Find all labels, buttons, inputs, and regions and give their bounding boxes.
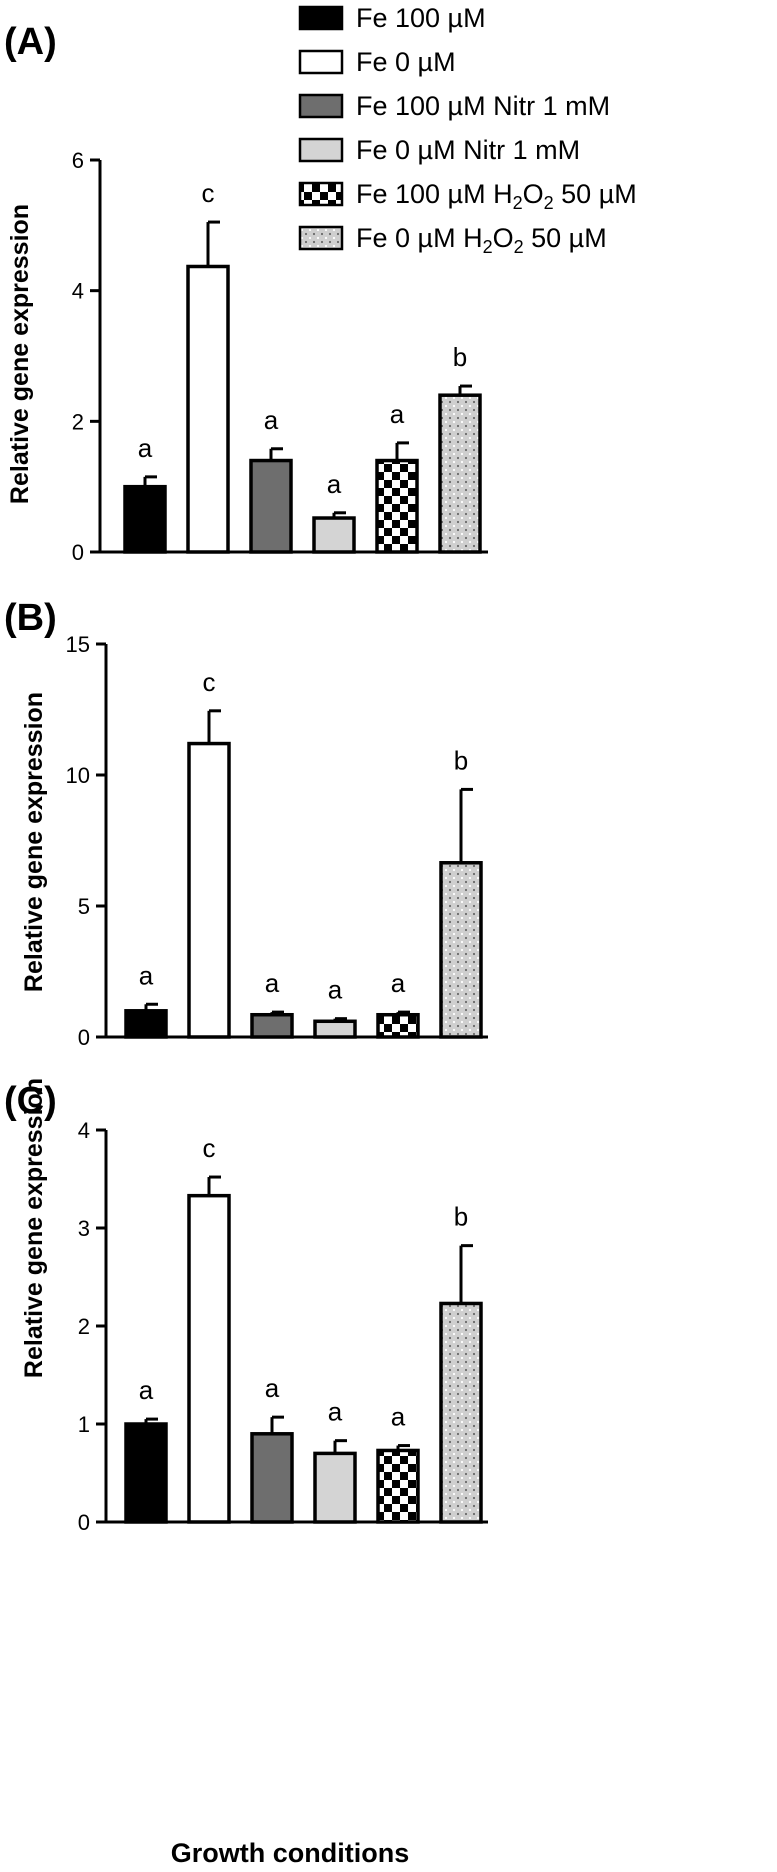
significance-label: c [203,1133,216,1163]
significance-label: c [203,667,216,697]
bar-a-fe0-nitr [312,516,356,554]
y-tick-label: 0 [78,1025,90,1050]
y-tick-label: 15 [66,632,90,657]
significance-label: a [391,968,406,998]
y-tick-label: 1 [78,1412,90,1437]
legend-item-fe0: Fe 0 µM [298,47,456,77]
y-tick-label: 4 [72,279,84,304]
y-tick-label: 3 [78,1216,90,1241]
chart-panel-a: 0 2 4 6 a c a a a b [72,148,488,565]
legend-item-fe100-h2o2: Fe 100 µM H2O2 50 µM [298,179,637,213]
legend-item-fe100-nitr: Fe 100 µM Nitr 1 mM [298,91,610,121]
legend-swatch-fe0-h2o2 [298,225,344,251]
legend-item-fe100: Fe 100 µM [298,3,486,33]
significance-label: a [327,469,342,499]
significance-label: b [454,1202,468,1232]
significance-label: a [264,405,279,435]
bar-b-fe100-nitr [250,1012,294,1039]
significance-label: b [454,745,468,775]
y-axis-label-b: Relative gene expression [20,692,48,992]
legend-label-fe100-nitr: Fe 100 µM Nitr 1 mM [356,91,610,121]
bar-b-fe0-h2o2 [439,861,483,1039]
legend-label-fe100: Fe 100 µM [356,3,486,33]
legend-label-fe0-nitr: Fe 0 µM Nitr 1 mM [356,135,580,165]
panel-label-a: (A) [4,21,57,63]
bar-a-fe100-h2o2 [375,458,419,554]
significance-label: b [453,342,467,372]
bar-b-fe0 [187,741,231,1039]
panel-label-b: (B) [4,597,57,639]
legend-swatch-fe100 [298,5,344,31]
chart-panel-b: 0 5 10 15 a c a a a b [66,632,488,1050]
y-tick-label: 2 [78,1314,90,1339]
panel-label-c: (C) [4,1080,57,1122]
bar-c-fe0-nitr [313,1451,357,1524]
y-tick-label: 5 [78,894,90,919]
y-tick-label: 2 [72,409,84,434]
bar-a-fe100 [123,484,167,554]
significance-label: a [139,1375,154,1405]
y-tick-label: 6 [72,148,84,173]
bar-c-fe0 [187,1193,231,1524]
legend-swatch-fe0-nitr [298,137,344,163]
bar-b-fe100-h2o2 [376,1012,420,1039]
significance-label: a [391,1402,406,1432]
legend-item-fe0-nitr: Fe 0 µM Nitr 1 mM [298,135,580,165]
legend-swatch-fe0 [298,49,344,75]
significance-label: a [139,960,154,990]
legend-label-fe0: Fe 0 µM [356,47,456,77]
significance-label: a [138,433,153,463]
significance-label: a [265,1373,280,1403]
y-tick-label: 10 [66,763,90,788]
legend: Fe 100 µM Fe 0 µM Fe 100 µM Nitr 1 mM Fe… [298,3,637,257]
x-axis-label: Growth conditions [171,1838,409,1868]
significance-label: a [390,399,405,429]
y-tick-label: 0 [72,540,84,565]
legend-swatch-fe100-nitr [298,93,344,119]
y-tick-label: 0 [78,1510,90,1535]
bar-c-fe100-nitr [250,1432,294,1524]
significance-label: a [328,1397,343,1427]
y-axis-label-c: Relative gene expression [20,1078,48,1378]
chart-panel-c: 0 1 2 3 4 a c a a a b [78,1118,488,1535]
bar-c-fe0-h2o2 [439,1301,483,1524]
legend-label-fe100-h2o2: Fe 100 µM H2O2 50 µM [356,179,637,213]
bar-a-fe0-h2o2 [438,393,482,554]
significance-label: c [202,178,215,208]
y-axis-label-a: Relative gene expression [6,204,34,504]
bar-b-fe0-nitr [313,1019,357,1039]
legend-item-fe0-h2o2: Fe 0 µM H2O2 50 µM [298,223,607,257]
y-tick-label: 4 [78,1118,90,1143]
bar-a-fe100-nitr [249,458,293,554]
bar-c-fe100-h2o2 [376,1448,420,1524]
significance-label: a [328,975,343,1005]
bar-c-fe100 [124,1422,168,1524]
legend-swatch-fe100-h2o2 [298,181,344,207]
significance-label: a [265,968,280,998]
bar-a-fe0 [186,264,230,554]
bar-b-fe100 [124,1009,168,1039]
legend-label-fe0-h2o2: Fe 0 µM H2O2 50 µM [356,223,607,257]
